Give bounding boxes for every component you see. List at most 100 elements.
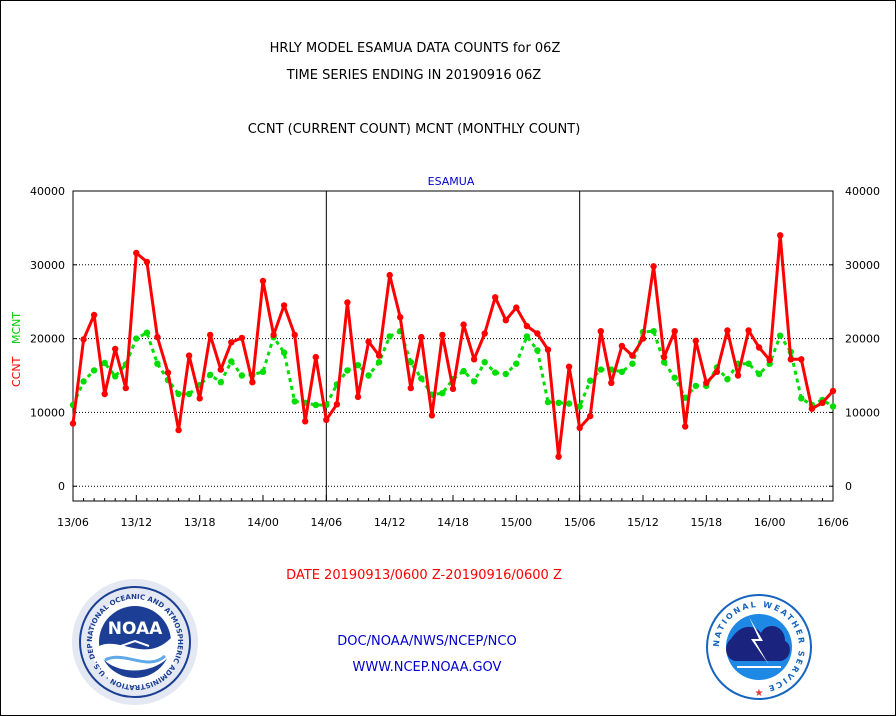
- data-point-mcnt: [671, 374, 678, 381]
- data-point-ccnt: [565, 363, 573, 370]
- y-tick-label-left: 40000: [30, 185, 65, 198]
- data-point-mcnt: [745, 360, 752, 367]
- data-point-mcnt: [470, 378, 478, 385]
- data-point-mcnt: [386, 333, 393, 340]
- data-point-ccnt: [618, 342, 626, 350]
- data-point-mcnt: [259, 368, 267, 375]
- data-point-ccnt: [439, 331, 446, 339]
- x-tick-label: 13/06: [57, 516, 89, 529]
- data-point-mcnt: [650, 328, 657, 335]
- data-point-mcnt: [291, 398, 298, 405]
- data-point-ccnt: [777, 232, 784, 239]
- data-point-ccnt: [164, 369, 172, 376]
- data-point-mcnt: [365, 372, 372, 379]
- data-point-ccnt: [428, 412, 436, 419]
- x-tick-label: 15/00: [500, 516, 532, 529]
- data-point-ccnt: [650, 263, 657, 270]
- data-point-ccnt: [734, 372, 742, 379]
- data-point-ccnt: [185, 352, 193, 359]
- data-point-ccnt: [302, 418, 309, 425]
- data-point-ccnt: [460, 321, 467, 328]
- data-point-ccnt: [692, 337, 699, 344]
- data-point-ccnt: [492, 294, 499, 301]
- data-point-ccnt: [597, 328, 604, 335]
- data-point-mcnt: [534, 347, 541, 354]
- data-point-ccnt: [671, 328, 678, 335]
- data-point-mcnt: [238, 372, 246, 379]
- data-point-ccnt: [407, 384, 414, 392]
- data-point-ccnt: [449, 385, 457, 392]
- y-axis-title-ccnt: CCNT: [10, 356, 23, 387]
- series-line-ccnt: [71, 233, 835, 459]
- plot-subtitle: ESAMUA: [428, 175, 475, 188]
- x-tick-label: 13/18: [184, 516, 216, 529]
- data-point-mcnt: [101, 359, 108, 367]
- data-point-ccnt: [101, 390, 108, 398]
- data-point-ccnt: [808, 405, 816, 412]
- data-point-ccnt: [90, 311, 98, 319]
- data-point-ccnt: [703, 379, 710, 387]
- data-point-ccnt: [682, 423, 689, 430]
- x-tick-label: 14/06: [310, 516, 342, 529]
- data-point-mcnt: [576, 403, 583, 410]
- data-point-ccnt: [418, 333, 425, 341]
- data-point-ccnt: [217, 366, 224, 373]
- x-tick-label: 14/00: [247, 516, 279, 529]
- data-point-mcnt: [344, 367, 351, 374]
- data-point-ccnt: [80, 336, 87, 343]
- data-point-ccnt: [175, 426, 182, 434]
- data-point-mcnt: [90, 367, 98, 374]
- data-point-mcnt: [523, 333, 531, 340]
- data-point-ccnt: [333, 401, 341, 408]
- data-point-mcnt: [587, 377, 594, 384]
- data-point-ccnt: [513, 304, 520, 311]
- data-point-mcnt: [112, 373, 119, 380]
- data-point-ccnt: [280, 302, 288, 309]
- data-point-mcnt: [354, 362, 362, 369]
- axis-layer: 0 0 10000 10000 20000 20000 30000 30000 40000 400…: [30, 185, 880, 529]
- data-point-ccnt: [608, 379, 615, 387]
- data-point-ccnt: [534, 330, 541, 337]
- data-point-mcnt: [312, 401, 319, 409]
- data-point-mcnt: [80, 378, 87, 385]
- grid-layer: [73, 191, 833, 501]
- svg-text:NOAA: NOAA: [108, 619, 163, 639]
- data-point-ccnt: [481, 330, 488, 337]
- data-point-mcnt: [217, 379, 224, 386]
- y-tick-label-left: 10000: [30, 406, 65, 419]
- series-layer: [69, 232, 837, 460]
- data-point-mcnt: [692, 382, 699, 390]
- data-point-mcnt: [502, 370, 509, 378]
- data-point-ccnt: [69, 420, 77, 427]
- data-point-mcnt: [143, 329, 151, 336]
- x-tick-label: 15/18: [690, 516, 722, 529]
- data-point-ccnt: [523, 322, 531, 330]
- data-point-ccnt: [787, 356, 794, 363]
- data-point-ccnt: [238, 334, 246, 342]
- org-label: DOC/NOAA/NWS/NCEP/NCO: [337, 634, 516, 649]
- data-point-ccnt: [798, 356, 805, 363]
- data-point-ccnt: [143, 258, 151, 266]
- data-point-ccnt: [470, 356, 478, 363]
- data-point-ccnt: [270, 331, 277, 339]
- data-point-mcnt: [133, 335, 140, 342]
- data-point-mcnt: [418, 375, 425, 382]
- data-point-ccnt: [354, 393, 362, 401]
- y-tick-label-right: 30000: [845, 259, 880, 272]
- y-axis-title-mcnt: MCNT: [10, 312, 23, 344]
- data-point-mcnt: [460, 367, 467, 375]
- data-point-ccnt: [555, 453, 562, 460]
- data-point-mcnt: [407, 359, 414, 366]
- data-point-ccnt: [660, 353, 668, 361]
- data-point-ccnt: [207, 331, 214, 339]
- data-point-ccnt: [154, 333, 161, 341]
- data-point-mcnt: [777, 332, 784, 339]
- data-point-mcnt: [798, 395, 805, 402]
- data-point-mcnt: [660, 359, 668, 366]
- data-point-ccnt: [629, 352, 636, 359]
- data-point-mcnt: [544, 398, 552, 406]
- data-point-mcnt: [829, 403, 837, 410]
- data-point-mcnt: [175, 390, 182, 398]
